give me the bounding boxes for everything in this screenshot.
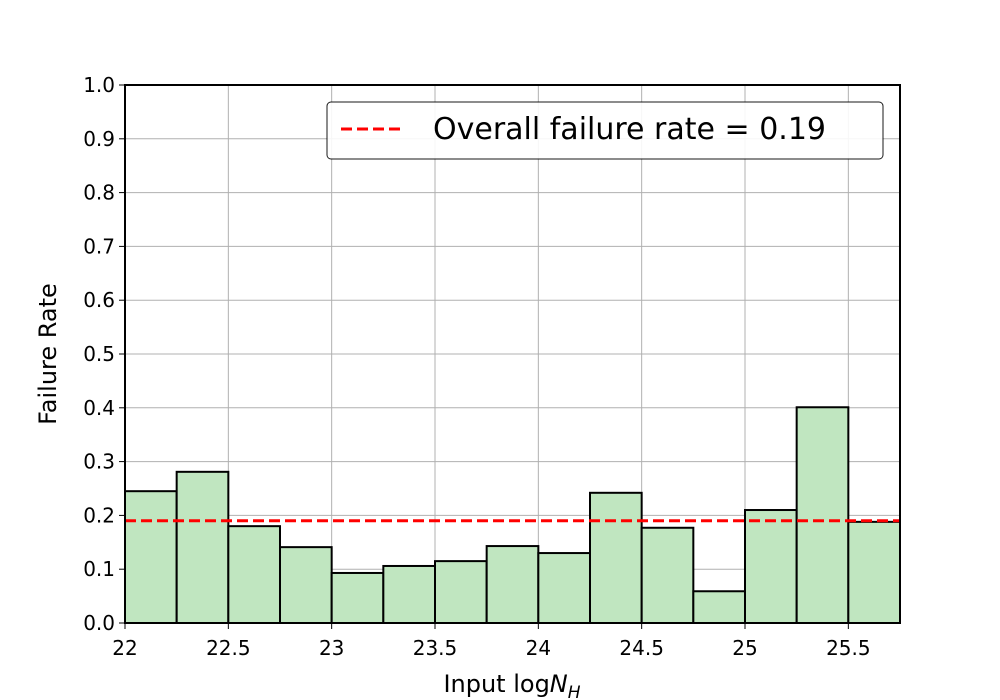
bar (537, 552, 591, 624)
x-label-sub: H (568, 683, 581, 700)
bar (434, 560, 488, 625)
y-tick-label: 0.4 (83, 396, 115, 420)
y-tick-label: 0.6 (83, 288, 115, 312)
bar (227, 525, 281, 624)
plot-frame (124, 84, 901, 624)
x-tick-label: 24 (526, 636, 551, 660)
y-axis-label: Failure Rate (34, 283, 62, 425)
x-tick-label: 25.5 (826, 636, 871, 660)
x-tick-label: 23 (319, 636, 344, 660)
y-tick-label: 0.5 (83, 342, 115, 366)
x-axis-label: Input logNH (443, 670, 580, 700)
bar (692, 590, 746, 624)
y-tick-label: 0.1 (83, 557, 115, 581)
bar (279, 546, 333, 625)
legend-box (326, 101, 884, 160)
bar (485, 545, 540, 624)
bar (795, 406, 850, 624)
bar (744, 509, 798, 624)
bar (124, 490, 178, 624)
x-tick-label: 22 (112, 636, 137, 660)
x-label-var: N (550, 670, 568, 698)
x-tick-label: 23.5 (413, 636, 458, 660)
bar (640, 526, 695, 624)
x-tick-label: 22.5 (206, 636, 251, 660)
y-tick-label: 0.0 (83, 611, 115, 635)
bar (330, 571, 385, 625)
legend-label: Overall failure rate = 0.19 (433, 112, 826, 147)
bar (382, 564, 437, 624)
x-tick-label: 24.5 (619, 636, 664, 660)
y-tick-label: 0.8 (83, 181, 115, 205)
bar (847, 520, 901, 625)
bar (589, 491, 643, 624)
y-tick-label: 0.7 (83, 234, 115, 258)
y-tick-label: 0.9 (83, 127, 115, 151)
y-tick-label: 1.0 (83, 73, 115, 97)
bar (175, 470, 230, 624)
y-tick-label: 0.2 (83, 503, 115, 527)
x-tick-label: 25 (732, 636, 757, 660)
x-label-text: Input log (443, 670, 549, 698)
y-tick-label: 0.3 (83, 450, 115, 474)
